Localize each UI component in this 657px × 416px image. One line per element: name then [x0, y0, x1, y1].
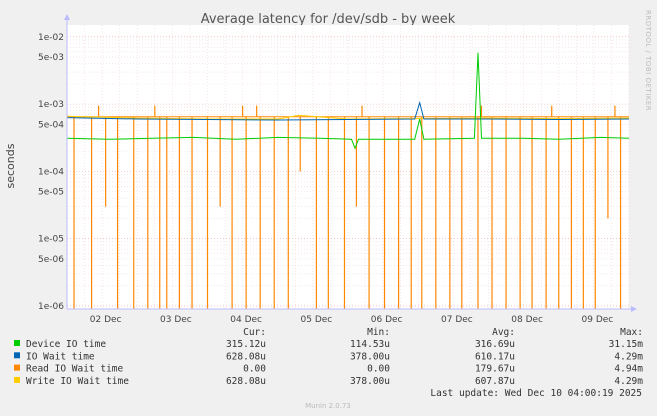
legend-value: 378.00u	[350, 376, 390, 387]
munin-version-footer: Munin 2.0.73	[305, 402, 351, 410]
x-tick-labels: 02 Dec 03 Dec 04 Dec 05 Dec 06 Dec 07 Dec 08 D…	[90, 315, 614, 325]
legend-value: 114.53u	[350, 339, 390, 350]
y-tick-label: 1e-02	[38, 33, 64, 43]
legend-value: 607.87u	[475, 376, 515, 387]
x-tick-label: 03 Dec	[160, 315, 192, 325]
y-axis-label: seconds	[4, 143, 17, 188]
legend-series-name: Read IO Wait time	[26, 364, 124, 375]
x-tick-label: 07 Dec	[441, 315, 473, 325]
y-tick-label: 1e-04	[38, 167, 64, 177]
y-tick-label: 5e-04	[38, 120, 64, 130]
legend-value: 378.00u	[350, 351, 390, 362]
x-tick-label: 09 Dec	[582, 315, 614, 325]
read-io-wait-time-series	[67, 105, 629, 309]
legend-value: 4.29m	[614, 376, 643, 387]
legend-swatch	[14, 364, 20, 371]
y-tick-label: 1e-05	[38, 235, 64, 245]
legend-swatch	[14, 376, 20, 383]
legend-value: 31.15m	[609, 339, 644, 350]
legend-header: Min:	[367, 327, 390, 338]
legend-swatch	[14, 340, 20, 346]
io-wait-time-line	[66, 100, 630, 121]
y-tick-label: 5e-03	[38, 53, 64, 63]
legend-value: 315.12u	[226, 339, 266, 350]
x-tick-label: 05 Dec	[301, 315, 333, 325]
legend-value: 0.00	[367, 364, 390, 375]
y-tick-label: 5e-06	[38, 255, 64, 265]
write-io-wait-time-line	[66, 114, 630, 120]
legend: Cur: Min: Avg: Max: Device IO time 315.12u 114…	[14, 327, 643, 387]
device-io-time-line	[66, 52, 630, 150]
legend-swatch	[14, 352, 20, 359]
last-update-text: Last update: Wed Dec 10 04:00:19 2025	[430, 388, 642, 399]
legend-series-name: Device IO time	[26, 339, 106, 350]
legend-value: 628.08u	[226, 376, 266, 387]
axes	[64, 14, 637, 312]
legend-value: 628.08u	[226, 351, 266, 362]
y-axis-arrow	[64, 14, 70, 20]
legend-value: 179.67u	[475, 364, 515, 375]
legend-value: 4.29m	[614, 351, 643, 362]
y-tick-label: 5e-05	[38, 188, 64, 198]
rrdtool-side-label: RRDTOOL / TOBI OETIKER	[644, 10, 652, 111]
x-tick-label: 02 Dec	[90, 315, 122, 325]
x-tick-label: 04 Dec	[230, 315, 262, 325]
x-tick-label: 06 Dec	[371, 315, 403, 325]
y-tick-label: 1e-06	[38, 302, 64, 312]
legend-header: Avg:	[492, 327, 515, 338]
legend-value: 316.69u	[475, 339, 515, 350]
legend-value: 610.17u	[475, 351, 515, 362]
legend-header: Max:	[620, 327, 643, 338]
legend-header: Cur:	[243, 327, 266, 338]
grid-lines	[66, 25, 630, 309]
legend-value: 0.00	[243, 364, 266, 375]
legend-value: 4.94m	[614, 364, 643, 375]
x-axis-arrow	[631, 306, 637, 312]
y-tick-labels: 1e-02 5e-03 1e-03 5e-04 1e-04 5e-05 1e-05 5e-06…	[38, 33, 64, 312]
legend-series-name: Write IO Wait time	[26, 376, 129, 387]
y-tick-label: 1e-03	[38, 100, 64, 110]
legend-series-name: IO Wait time	[26, 351, 95, 362]
chart-title: Average latency for /dev/sdb - by week	[201, 12, 456, 27]
x-tick-label: 08 Dec	[511, 315, 543, 325]
series-layer	[66, 52, 630, 309]
